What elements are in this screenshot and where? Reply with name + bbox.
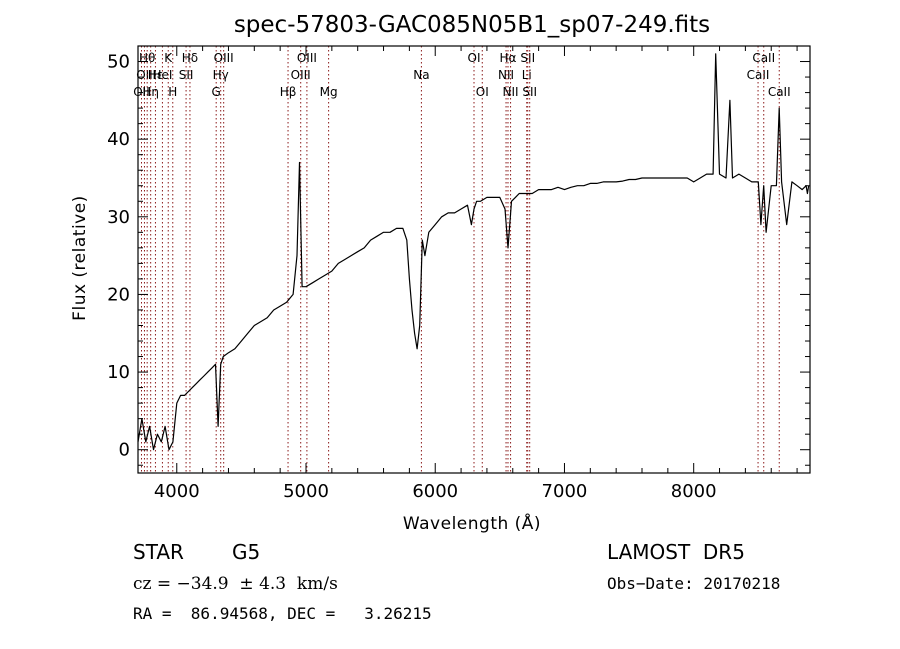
axis-ticks: 4000 5000 6000 7000 8000 0 10 20 30 40 50	[107, 45, 810, 502]
line-marker-label: OII	[136, 68, 153, 82]
line-marker-label: Hη	[142, 85, 159, 99]
object-subclass: G5	[232, 540, 261, 564]
object-class: STAR	[133, 540, 184, 564]
line-marker-label: H	[168, 85, 177, 99]
line-marker-label: G	[212, 85, 221, 99]
x-tick-label: 7000	[542, 481, 588, 502]
line-marker-label: Hγ	[213, 68, 229, 82]
line-marker-label: Mg	[320, 85, 338, 99]
x-tick-label: 8000	[671, 481, 717, 502]
line-marker-label: Hβ	[280, 85, 297, 99]
y-tick-label: 0	[119, 440, 130, 461]
line-marker-layer: OIIOIIHθHηHεHeIKHSIIHδGHγOIIIHβOIIIOIIIM…	[133, 46, 791, 473]
chart-title: spec-57803-GAC085N05B1_sp07-249.fits	[234, 12, 710, 38]
line-marker-label: CaII	[747, 68, 770, 82]
line-marker-label: CaII	[752, 51, 775, 65]
x-axis-label: Wavelength (Å)	[403, 512, 541, 534]
line-marker-label: SII	[520, 51, 535, 65]
line-marker-label: OII	[133, 85, 150, 99]
line-marker-label: Hδ	[182, 51, 198, 65]
line-marker-label: Hα	[500, 51, 517, 65]
line-marker-label: OI	[468, 51, 481, 65]
y-tick-label: 30	[107, 207, 130, 228]
observation-date: Obs−Date: 20170218	[607, 574, 781, 593]
coordinates: RA = 86.94568, DEC = 3.26215	[133, 604, 432, 623]
line-marker-label: Hθ	[139, 51, 155, 65]
x-tick-label: 5000	[283, 481, 329, 502]
line-marker-label: Hε	[148, 68, 164, 82]
line-marker-label: OIII	[297, 51, 317, 65]
survey-name: LAMOST DR5	[607, 540, 745, 564]
y-tick-label: 50	[107, 52, 130, 73]
y-tick-label: 40	[107, 129, 130, 150]
line-marker-label: SII	[179, 68, 194, 82]
line-marker-label: OI	[476, 85, 489, 99]
plot-frame	[137, 45, 811, 474]
line-marker-label: SII	[522, 85, 537, 99]
line-marker-label: Na	[413, 68, 429, 82]
y-tick-label: 20	[107, 284, 130, 305]
line-marker-label: OIII	[214, 51, 234, 65]
line-marker-label: OIII	[291, 68, 311, 82]
spectrum-line	[137, 53, 810, 451]
line-marker-label: K	[164, 51, 173, 65]
line-marker-label: CaII	[768, 85, 791, 99]
line-marker-label: NII	[503, 85, 519, 99]
line-marker-label: NII	[498, 68, 514, 82]
redshift-velocity: cz = −34.9 ± 4.3 km/s	[133, 574, 338, 594]
line-marker-label: HeI	[152, 68, 172, 82]
x-tick-label: 4000	[154, 481, 200, 502]
x-tick-label: 6000	[412, 481, 458, 502]
y-tick-label: 10	[107, 362, 130, 383]
y-axis-label: Flux (relative)	[70, 195, 90, 321]
line-marker-label: Li	[522, 68, 532, 82]
